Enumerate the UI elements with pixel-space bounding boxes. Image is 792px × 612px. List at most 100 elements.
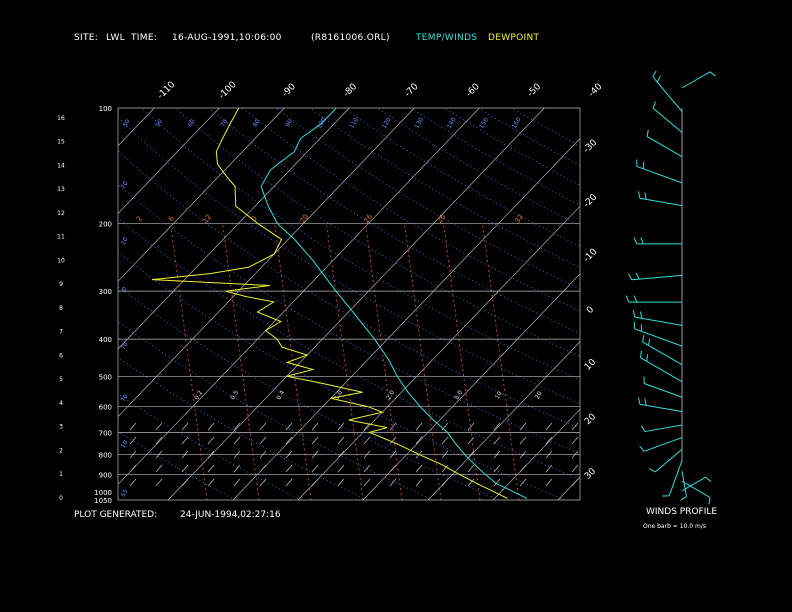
grid-tick [337, 478, 345, 487]
grid-tick [337, 464, 345, 473]
right-temp-label: 20 [583, 412, 598, 427]
theta-label: 90 [284, 118, 294, 128]
isotherm-line [118, 108, 220, 214]
wind-barb-flag [637, 191, 641, 199]
grid-tick [493, 450, 501, 459]
altitude-tick-label: 5 [59, 376, 63, 383]
grid-tick [337, 436, 345, 445]
wind-barb [634, 328, 683, 347]
dry-adiabat [118, 251, 566, 500]
theta-label-left: 10 [120, 236, 130, 246]
moist-label: 1.0 [333, 389, 344, 401]
grid-tick [363, 478, 371, 487]
grid-tick [233, 436, 241, 445]
dry-adiabat [242, 108, 580, 312]
theta-label: 120 [381, 116, 393, 130]
dry-adiabat [141, 108, 580, 381]
altitude-tick-label: 1 [59, 471, 63, 478]
grid-tick [389, 450, 397, 459]
right-temp-label: -10 [582, 247, 600, 265]
grid-tick [545, 422, 553, 431]
isotherm-line [688, 108, 792, 500]
dry-adiabat [118, 321, 434, 500]
theta-label: 80 [252, 118, 262, 128]
pressure-tick-label: 1050 [94, 497, 112, 505]
grid-tick [571, 478, 579, 487]
theta-label-left: 70 [120, 393, 130, 403]
top-temp-label: -80 [342, 82, 360, 100]
wind-barb-flag [644, 192, 647, 200]
winds-profile-title: WINDS PROFILE [646, 507, 718, 517]
mixing-ratio-line [365, 223, 403, 500]
wind-barb-flag [652, 70, 657, 78]
mixing-ratio-label: 2 [135, 215, 144, 223]
top-temp-label: -40 [587, 82, 605, 100]
site-value: LWL [106, 33, 126, 43]
grid-tick [493, 422, 501, 431]
mixing-ratio-line [482, 223, 520, 500]
wind-barb [644, 424, 683, 433]
grid-tick [519, 450, 527, 459]
mixing-ratio-label: 32 [514, 213, 526, 225]
pressure-tick-label: 500 [99, 373, 112, 381]
wind-barb [644, 437, 683, 452]
wind-barb-flag [633, 295, 638, 303]
wind-barb [652, 107, 683, 133]
pressure-tick-label: 200 [99, 221, 112, 229]
wind-barb-flag [648, 468, 656, 473]
grid-tick [311, 478, 319, 487]
wind-barb-flag [652, 101, 656, 109]
grid-tick [285, 436, 293, 445]
grid-tick [467, 436, 475, 445]
grid-tick [311, 450, 319, 459]
grid-tick [285, 478, 293, 487]
theta-label-left: 0 [121, 286, 129, 293]
wind-barb [634, 316, 683, 326]
altitude-tick-label: 10 [57, 257, 65, 264]
mixing-ratio-label: 26 [363, 212, 375, 224]
grid-tick [233, 422, 241, 431]
wind-barb [631, 274, 683, 281]
grid-tick [519, 436, 527, 445]
grid-tick [155, 478, 163, 487]
theta-label: 50 [122, 118, 132, 128]
grid-tick [519, 464, 527, 473]
dry-adiabat [174, 108, 580, 357]
right-temp-label: 10 [583, 357, 598, 372]
wind-barb [668, 460, 683, 497]
grid-tick [285, 450, 293, 459]
dry-adiabat [343, 108, 580, 247]
moist-label: 2.0 [385, 389, 396, 401]
isotherm-line [167, 108, 545, 500]
theta-label-left: 55 [120, 488, 130, 498]
time-label: TIME: [131, 33, 158, 43]
dry-adiabat [118, 286, 500, 500]
barb-scale-note: One barb = 10.0 m/s [643, 523, 706, 530]
grid-tick [415, 436, 423, 445]
moist-label: 10 [494, 390, 504, 400]
grid-tick [441, 478, 449, 487]
pressure-tick-label: 700 [99, 429, 112, 437]
isotherm-line [297, 205, 580, 500]
grid-tick [545, 436, 553, 445]
isotherm-line [118, 108, 415, 418]
grid-tick [337, 450, 345, 459]
grid-tick [207, 436, 215, 445]
grid-tick [467, 478, 475, 487]
pressure-tick-label: 600 [99, 404, 112, 412]
dry-adiabat [275, 108, 580, 290]
wind-barb-flag [639, 445, 645, 452]
theta-label: 150 [478, 116, 490, 130]
grid-tick [493, 478, 501, 487]
grid-tick [545, 464, 553, 473]
grid-tick [415, 464, 423, 473]
grid-tick [155, 464, 163, 473]
grid-tick [363, 436, 371, 445]
wind-barb [652, 76, 683, 112]
wind-barb-flag [646, 354, 649, 362]
wind-barb [640, 357, 683, 383]
grid-tick [259, 450, 267, 459]
dry-adiabat [118, 217, 580, 481]
theta-label: 130 [413, 116, 425, 130]
grid-tick [155, 436, 163, 445]
